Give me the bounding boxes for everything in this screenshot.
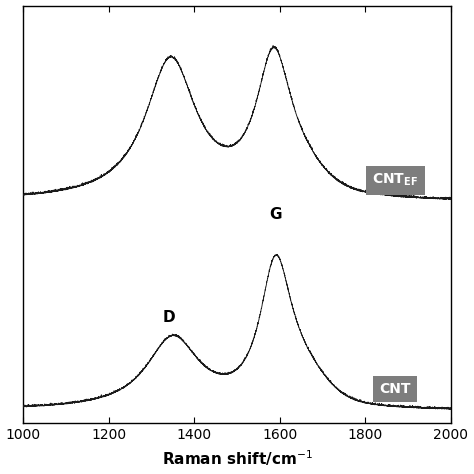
Text: CNT$_{\mathbf{EF}}$: CNT$_{\mathbf{EF}}$ <box>373 172 418 188</box>
Text: CNT: CNT <box>380 382 411 396</box>
X-axis label: Raman shift/cm$^{-1}$: Raman shift/cm$^{-1}$ <box>162 449 312 468</box>
Text: G: G <box>269 207 282 222</box>
Text: D: D <box>162 310 175 325</box>
